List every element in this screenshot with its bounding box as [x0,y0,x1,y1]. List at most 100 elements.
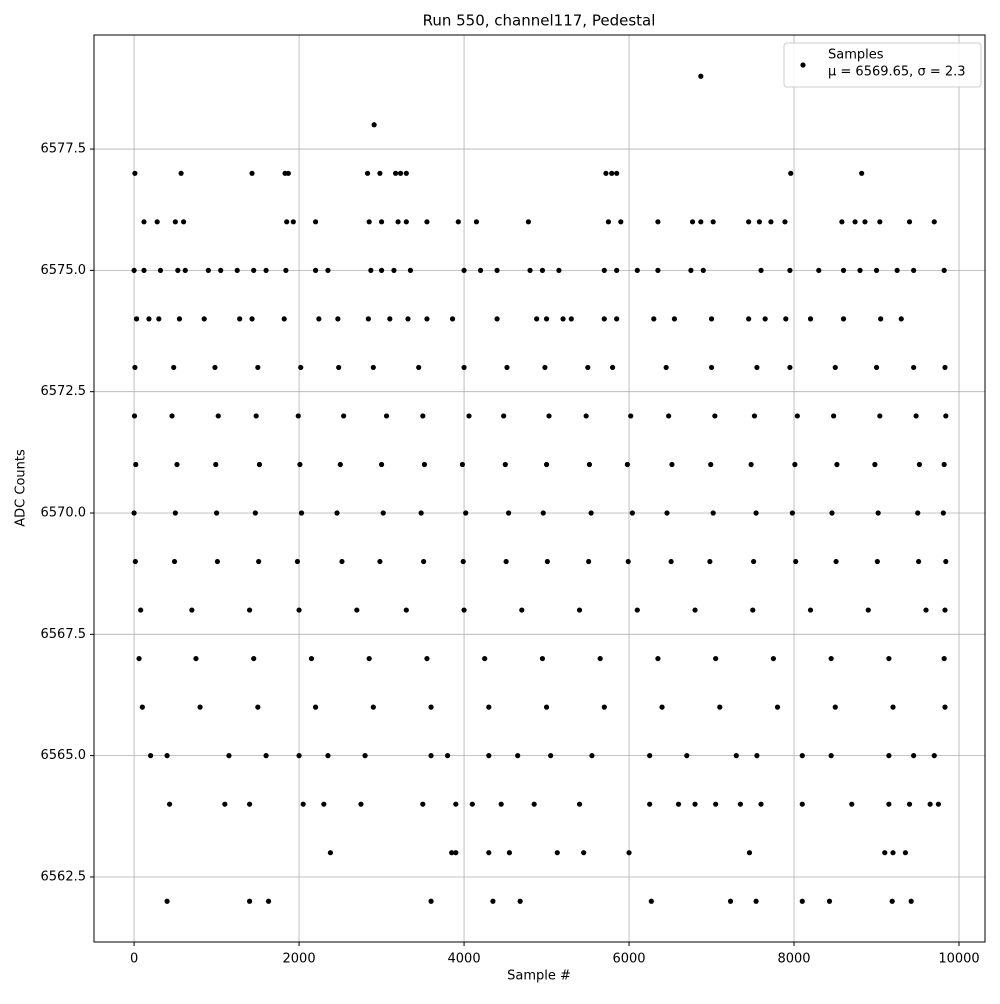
data-point [368,267,374,273]
data-point [710,219,716,225]
data-point [648,898,654,904]
data-point [213,461,219,468]
data-point [285,170,291,176]
data-point [377,558,383,565]
data-point [312,704,319,710]
data-point [290,219,296,225]
data-point [378,219,385,225]
data-point [139,704,145,710]
data-point [201,316,207,322]
data-point [131,413,138,419]
data-point [548,753,554,759]
data-point [321,801,327,807]
data-point [857,267,863,273]
data-point [585,364,591,371]
data-point [420,801,426,807]
data-point [256,461,263,468]
y-tick-label: 6572.5 [41,384,87,399]
data-point [787,364,793,371]
y-axis-label: ADC Counts [14,449,29,527]
data-point [746,850,753,856]
data-point [171,558,178,565]
data-point [713,655,719,662]
x-axis-label: Sample # [507,969,571,984]
data-point [387,316,393,322]
data-point [461,364,467,371]
data-point [941,267,947,273]
data-point [782,219,788,225]
data-point [172,219,178,225]
legend-box [783,42,982,88]
data-point [753,898,759,904]
data-point [316,316,322,322]
data-point [397,170,404,176]
data-point [477,267,484,273]
data-point [189,607,195,613]
data-point [727,898,734,904]
data-point [296,607,302,613]
data-point [911,267,917,273]
data-point [494,267,500,273]
data-point [164,898,170,904]
data-point [542,364,548,371]
data-point [586,461,593,468]
data-point [651,316,657,322]
data-point [339,558,345,565]
data-point [774,704,781,710]
data-point [614,170,620,176]
data-point [502,461,508,468]
data-point [461,607,467,613]
data-point [175,267,181,273]
data-point [826,898,833,904]
data-point [180,219,187,225]
data-point [675,801,682,807]
data-point [586,558,592,565]
data-point [334,510,340,516]
data-point [750,607,756,613]
data-point [770,655,777,662]
data-point [647,801,653,807]
data-point [789,510,795,516]
data-point [246,607,253,613]
data-point [886,753,892,759]
data-point [834,461,840,468]
data-point [534,316,540,322]
data-point [539,655,546,662]
data-point [915,510,921,516]
data-point [923,607,929,613]
data-point [543,316,550,322]
data-point [698,219,704,225]
data-point [874,558,880,565]
data-point [506,510,512,516]
data-point [597,655,603,662]
data-point [931,219,937,225]
data-point [788,170,794,176]
data-point [132,170,138,176]
data-point [298,510,305,516]
data-point [178,170,184,176]
data-point [428,898,434,904]
data-point [634,607,640,613]
data-point [378,461,385,468]
data-point [296,753,302,759]
data-point [877,219,883,225]
data-point [366,219,372,225]
data-point [132,558,138,565]
data-point [215,413,221,419]
data-point [927,801,933,807]
data-point [421,461,428,468]
data-point [365,316,371,322]
data-point [449,316,456,322]
data-point [490,898,496,904]
data-point [297,461,303,468]
data-point [931,753,937,759]
data-point [182,267,188,273]
data-point [255,704,261,710]
data-point [873,364,880,371]
data-point [358,801,364,807]
data-point [756,219,762,225]
data-point [193,655,199,662]
data-point [519,607,525,613]
data-point [281,316,287,322]
data-point [849,801,855,807]
